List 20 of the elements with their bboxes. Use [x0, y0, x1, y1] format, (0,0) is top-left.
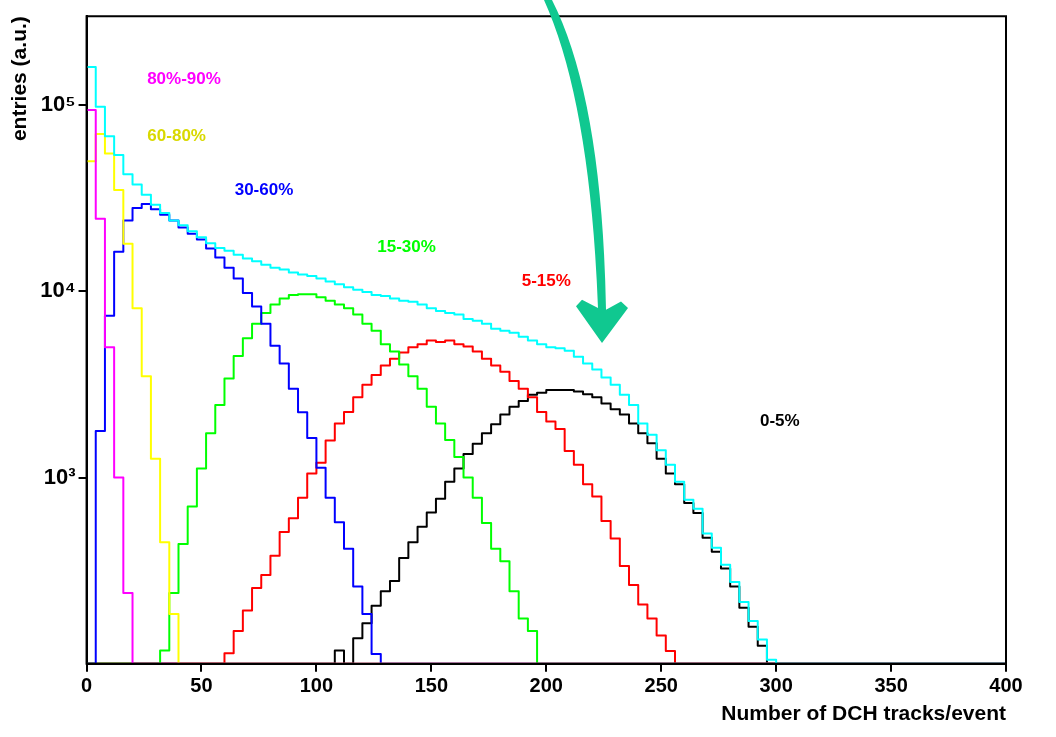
x-tick-label: 150 — [414, 674, 449, 697]
x-tick-label: 400 — [989, 674, 1023, 697]
x-tick-label: 250 — [644, 674, 678, 697]
text: 5-15% — [521, 271, 571, 291]
x-tick-label: 100 — [299, 674, 334, 697]
x-tick-label: 350 — [874, 674, 908, 697]
y-axis-title: entries (a.u.) — [7, 16, 31, 142]
x-tick-label: 0 — [80, 674, 93, 697]
x-tick-label: 300 — [759, 674, 793, 697]
y-tick-label: 10⁵ — [40, 91, 76, 117]
text: 80%-90% — [147, 68, 221, 88]
text: 60-80% — [147, 125, 206, 145]
x-tick-label: 200 — [529, 674, 563, 697]
x-axis-title: Number of DCH tracks/event — [721, 701, 1006, 725]
text: 15-30% — [377, 237, 436, 257]
text: 30-60% — [234, 180, 294, 200]
y-tick-label: 10⁴ — [40, 277, 76, 303]
text: 0-5% — [759, 411, 800, 431]
x-tick-label: 50 — [190, 674, 213, 697]
y-tick-label: 10³ — [43, 463, 76, 489]
